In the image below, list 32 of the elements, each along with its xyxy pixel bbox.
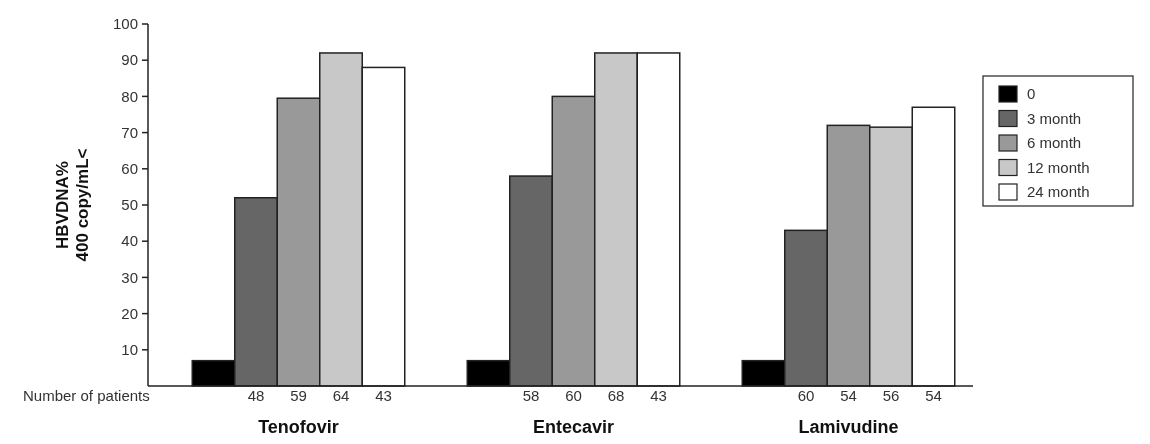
text: 60 bbox=[797, 387, 815, 404]
text: 54 bbox=[925, 387, 942, 404]
y-axis-title: HBVDNA% 400 copy/mL< bbox=[53, 148, 92, 262]
text: 54 bbox=[840, 387, 857, 404]
y-tick-label: 40 bbox=[121, 232, 138, 250]
y-tick-label: 80 bbox=[121, 87, 138, 105]
legend-label: 24 month bbox=[1027, 183, 1090, 201]
text: 43 bbox=[375, 387, 392, 404]
y-tick-label: 100 bbox=[112, 15, 138, 33]
legend-label: 0 bbox=[1027, 85, 1036, 103]
x-tick-label: Lamivudine bbox=[798, 417, 899, 437]
text: 60 bbox=[565, 387, 582, 404]
text: 58 bbox=[522, 387, 540, 404]
y-tick-label: 60 bbox=[121, 160, 138, 178]
text: Number of patients bbox=[23, 387, 150, 404]
legend-label: 6 month bbox=[1027, 134, 1082, 152]
y-tick-label: 50 bbox=[121, 196, 138, 214]
y-tick-label: 30 bbox=[121, 268, 138, 286]
x-tick-label: Entecavir bbox=[532, 417, 615, 437]
y-tick-label: 90 bbox=[121, 51, 138, 69]
text: 48 bbox=[247, 387, 265, 404]
y-tick-label: 20 bbox=[121, 304, 138, 322]
y-tick-label: 10 bbox=[121, 341, 138, 359]
legend-label: 12 month bbox=[1027, 158, 1090, 176]
y-tick-label: 70 bbox=[121, 123, 138, 141]
legend-label: 3 month bbox=[1027, 109, 1082, 127]
text: 59 bbox=[290, 387, 307, 404]
text: 64 bbox=[332, 387, 350, 404]
text: 68 bbox=[607, 387, 625, 404]
x-tick-label: Tenofovir bbox=[258, 417, 339, 437]
text: 43 bbox=[650, 387, 667, 404]
text: 56 bbox=[882, 387, 900, 404]
